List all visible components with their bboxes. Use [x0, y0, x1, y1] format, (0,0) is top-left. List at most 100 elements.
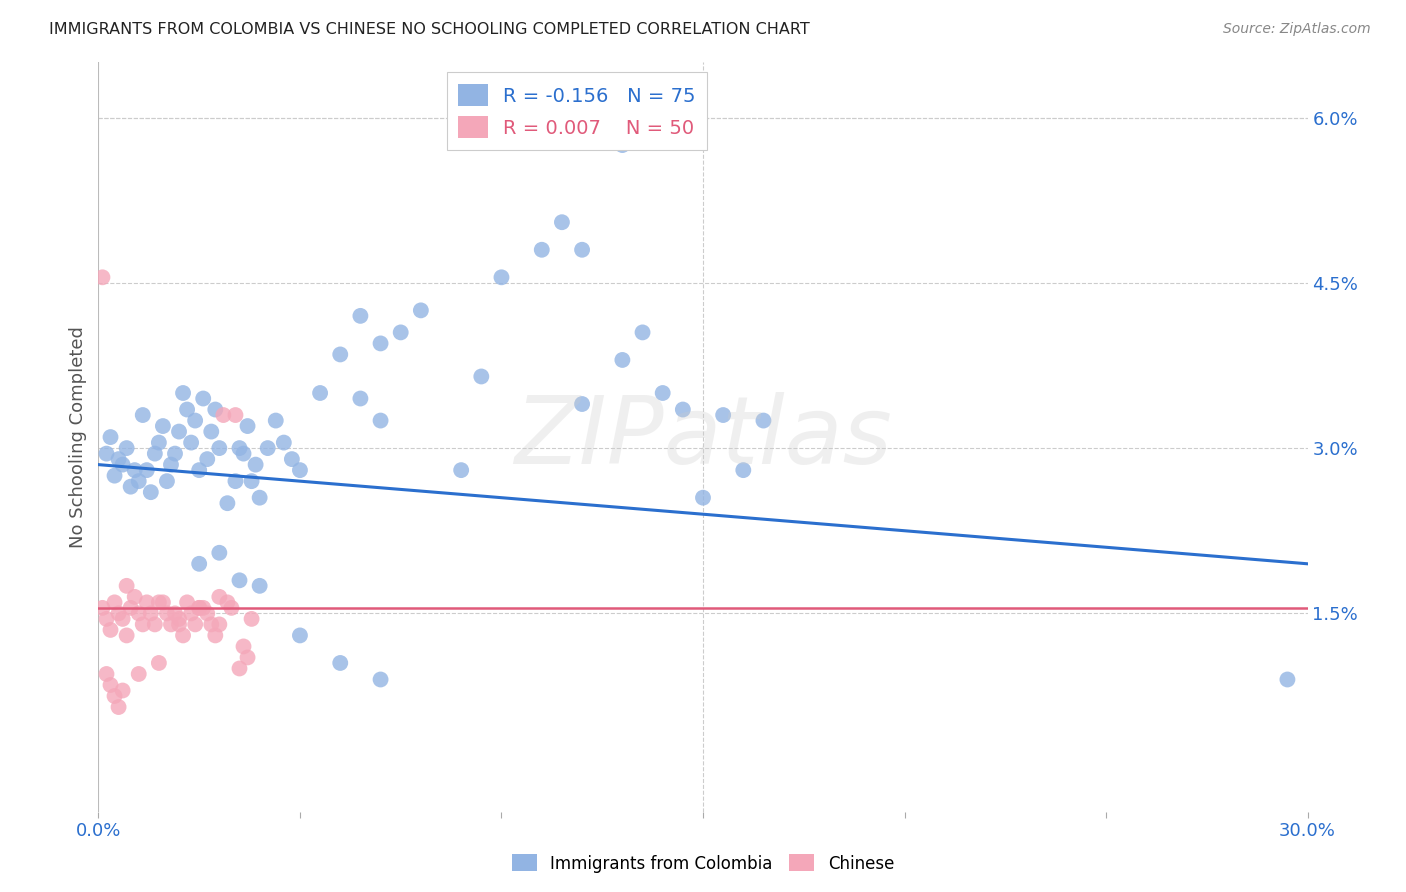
Point: [288, 628, 311, 642]
Point: [188, 463, 211, 477]
Point: [107, 607, 129, 621]
Point: [281, 452, 304, 467]
Point: [172, 628, 194, 642]
Point: [232, 447, 254, 461]
Point: [264, 413, 287, 427]
Point: [103, 595, 125, 609]
Point: [160, 458, 183, 472]
Point: [180, 435, 202, 450]
Y-axis label: No Schooling Completed: No Schooling Completed: [69, 326, 87, 548]
Point: [240, 474, 263, 488]
Point: [115, 579, 138, 593]
Point: [107, 700, 129, 714]
Point: [309, 386, 332, 401]
Point: [188, 557, 211, 571]
Point: [135, 463, 157, 477]
Point: [115, 441, 138, 455]
Point: [228, 661, 250, 675]
Point: [148, 656, 170, 670]
Legend: Immigrants from Colombia, Chinese: Immigrants from Colombia, Chinese: [505, 847, 901, 880]
Point: [195, 452, 218, 467]
Point: [107, 452, 129, 467]
Point: [240, 612, 263, 626]
Point: [530, 243, 553, 257]
Point: [236, 650, 259, 665]
Point: [100, 430, 122, 444]
Point: [349, 392, 371, 406]
Point: [163, 607, 186, 621]
Point: [491, 270, 513, 285]
Point: [148, 435, 170, 450]
Point: [132, 617, 155, 632]
Point: [249, 579, 271, 593]
Point: [195, 607, 218, 621]
Point: [160, 617, 183, 632]
Point: [139, 485, 162, 500]
Point: [148, 595, 170, 609]
Point: [733, 463, 755, 477]
Point: [124, 590, 146, 604]
Point: [172, 386, 194, 401]
Point: [167, 612, 190, 626]
Point: [188, 600, 211, 615]
Point: [389, 326, 412, 340]
Point: [96, 447, 118, 461]
Point: [120, 480, 142, 494]
Point: [100, 623, 122, 637]
Point: [128, 667, 150, 681]
Point: [228, 574, 250, 588]
Point: [217, 595, 239, 609]
Point: [96, 612, 118, 626]
Point: [288, 463, 311, 477]
Point: [128, 607, 150, 621]
Point: [232, 640, 254, 654]
Point: [711, 408, 734, 422]
Point: [228, 441, 250, 455]
Point: [470, 369, 492, 384]
Point: [143, 447, 166, 461]
Point: [193, 392, 215, 406]
Point: [217, 496, 239, 510]
Point: [631, 326, 654, 340]
Point: [120, 600, 142, 615]
Point: [224, 408, 246, 422]
Point: [193, 600, 215, 615]
Point: [208, 546, 231, 560]
Point: [672, 402, 695, 417]
Point: [156, 607, 179, 621]
Point: [184, 617, 207, 632]
Point: [156, 474, 179, 488]
Point: [167, 425, 190, 439]
Point: [128, 474, 150, 488]
Point: [135, 595, 157, 609]
Text: ZIPatlas: ZIPatlas: [515, 392, 891, 483]
Point: [249, 491, 271, 505]
Point: [132, 408, 155, 422]
Point: [111, 683, 134, 698]
Point: [571, 243, 593, 257]
Point: [370, 336, 392, 351]
Point: [651, 386, 673, 401]
Point: [103, 689, 125, 703]
Point: [188, 600, 211, 615]
Point: [200, 425, 222, 439]
Point: [692, 491, 714, 505]
Point: [96, 667, 118, 681]
Point: [224, 474, 246, 488]
Point: [612, 138, 634, 153]
Point: [273, 435, 295, 450]
Text: IMMIGRANTS FROM COLOMBIA VS CHINESE NO SCHOOLING COMPLETED CORRELATION CHART: IMMIGRANTS FROM COLOMBIA VS CHINESE NO S…: [49, 22, 810, 37]
Point: [163, 447, 186, 461]
Point: [612, 353, 634, 368]
Point: [200, 617, 222, 632]
Point: [204, 628, 226, 642]
Point: [236, 419, 259, 434]
Point: [180, 607, 202, 621]
Point: [139, 607, 162, 621]
Legend: R = -0.156   N = 75, R = 0.007    N = 50: R = -0.156 N = 75, R = 0.007 N = 50: [447, 72, 707, 150]
Point: [111, 612, 134, 626]
Point: [103, 468, 125, 483]
Point: [329, 347, 352, 361]
Point: [208, 617, 231, 632]
Point: [176, 595, 198, 609]
